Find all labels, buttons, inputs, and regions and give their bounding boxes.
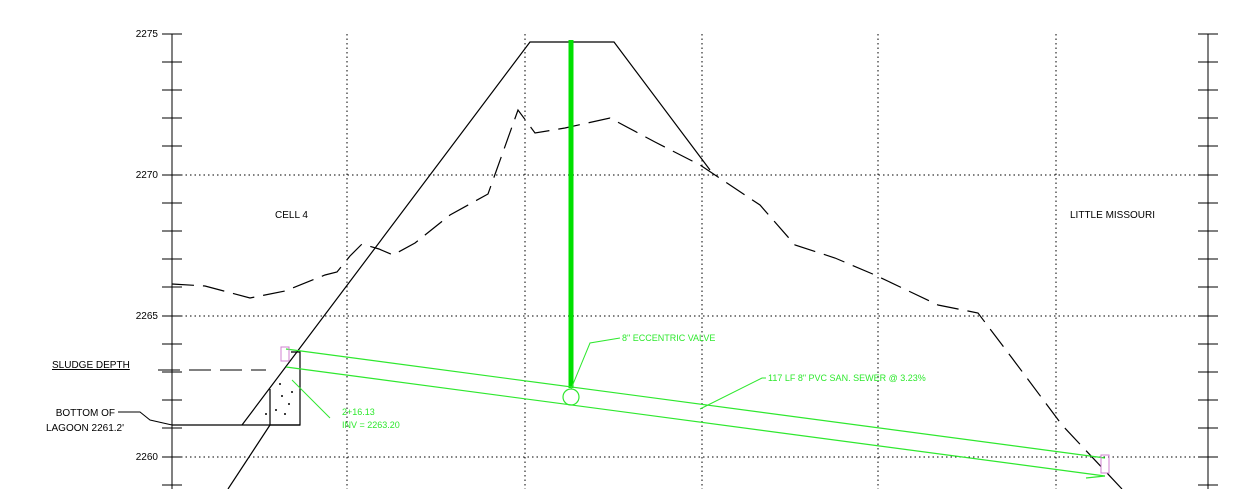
pipe-end-right [1085,475,1106,479]
tick-label-2265: 2265 [136,311,159,322]
invert-callout: INV = 2263.20 [342,420,400,430]
tick-label-2275: 2275 [136,29,159,40]
pipe-callout: 117 LF 8" PVC SAN. SEWER @ 3.23% [768,373,926,383]
lower-leader-line [227,424,271,489]
pipe-end-markers [280,346,1110,474]
sludge-depth-label: SLUDGE DEPTH [52,360,130,371]
bottom-of-lagoon-label-1: BOTTOM OF [56,408,115,419]
pipe-invert-line [285,366,1106,477]
anchor-block-outline [269,351,301,426]
tick-label-2260: 2260 [136,452,159,463]
embankment-outline [241,41,711,426]
sewer-pipe [285,348,1106,479]
station-callout: 2+16.13 [342,407,375,417]
pipe-crown-line [285,348,1106,459]
valve-callout: 8" ECCENTRIC VALVE [622,333,715,343]
existing-ground-line [171,108,1123,489]
dotted-grid [172,34,1208,489]
embankment [172,41,711,489]
river-label: LITTLE MISSOURI [1070,210,1155,221]
cell-label: CELL 4 [275,210,308,221]
tick-label-2270: 2270 [136,170,159,181]
pipe-end-marker-left [280,346,290,362]
bottom-of-lagoon-label-2: LAGOON 2261.2' [46,423,124,434]
anchor-block-hatch [265,383,293,415]
pipe-end-marker-right [1100,454,1110,474]
valve-leader [570,337,621,390]
bottom-leader [118,411,173,426]
pipe-leader [699,377,766,410]
eccentric-valve-icon [562,388,580,406]
station-leader [291,379,331,419]
